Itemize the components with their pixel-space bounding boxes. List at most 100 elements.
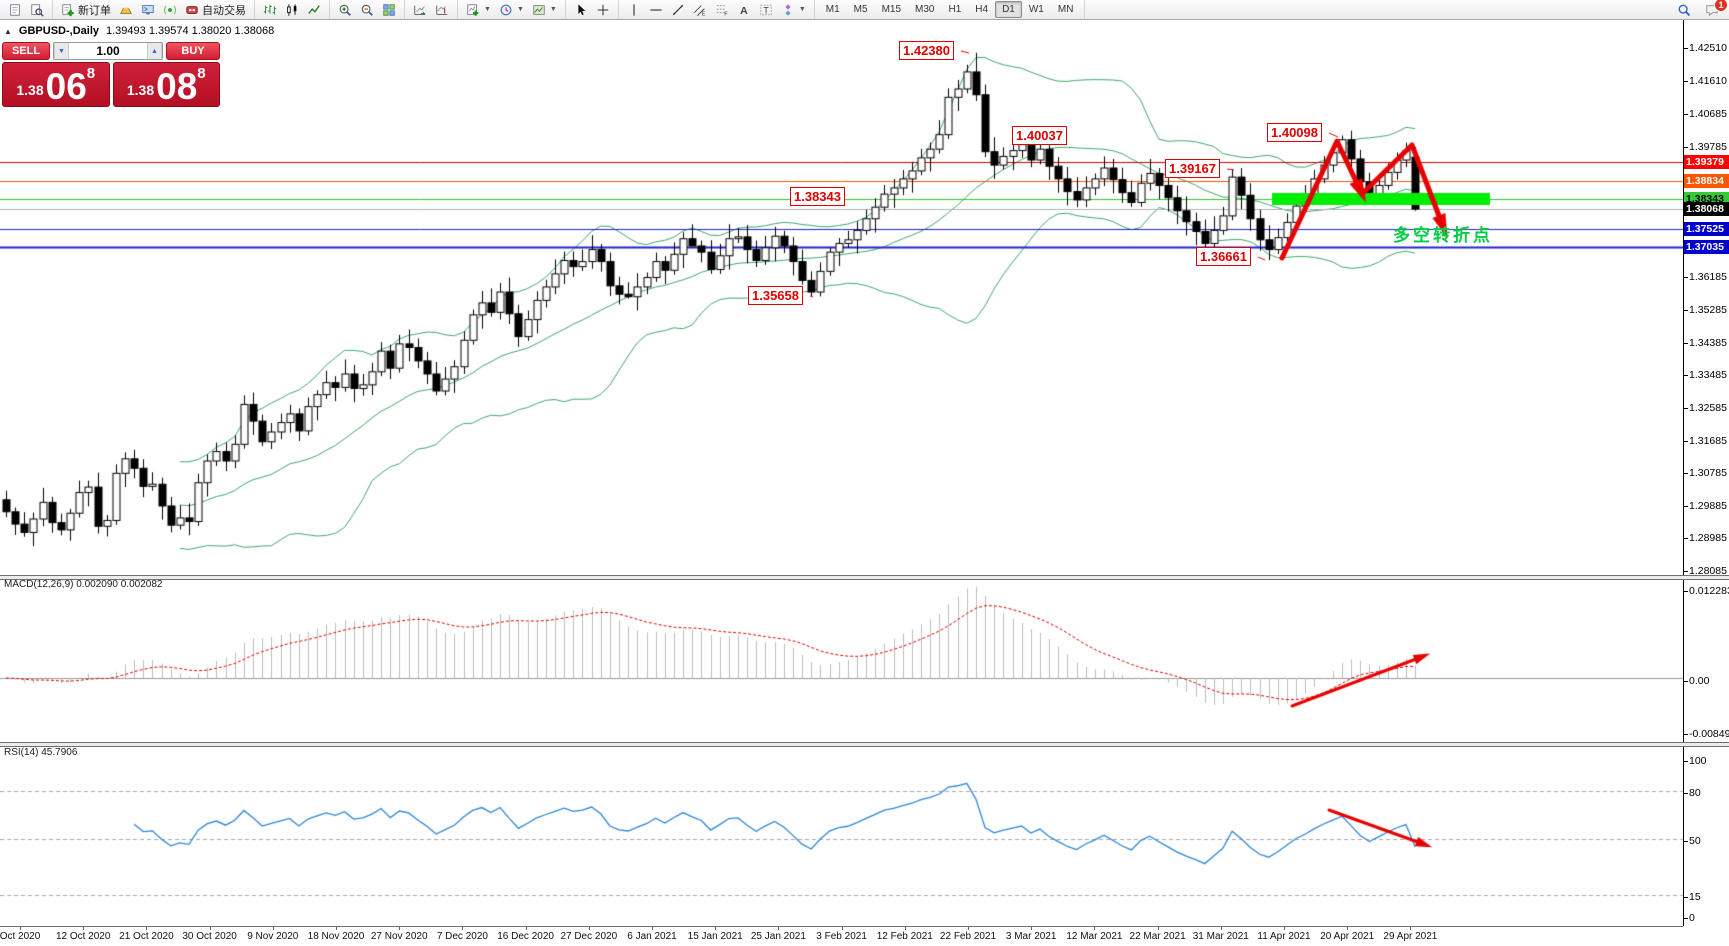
label-tool-button[interactable]: T [755,1,777,19]
timeframe-m1-button[interactable]: M1 [825,4,840,15]
price-level-tag: 1.37035 [1684,239,1729,254]
data-window-button[interactable] [26,1,48,19]
price-tick: 1.36185 [1684,271,1727,284]
text-tool-button[interactable]: A [733,1,755,19]
cursor-tool-button[interactable] [570,1,592,19]
crosshair-tool-button[interactable] [592,1,614,19]
timeframe-m5-button[interactable]: M5 [853,4,868,15]
notifications-button[interactable]: 1 [1701,0,1728,19]
broadcast-button[interactable] [159,1,181,19]
zoom-in-button[interactable] [334,1,356,19]
toolbar-group [330,0,405,19]
vertical-line-tool-button[interactable] [623,1,645,19]
svg-text:A: A [740,4,748,16]
deposit-gold-icon [119,3,133,17]
volume-up-button[interactable]: ▲ [147,43,162,59]
buy-price-prefix: 1.38 [126,82,155,98]
timeframe-h4-button[interactable]: H4 [975,4,989,15]
svg-text:F: F [724,11,728,16]
line-chart-mode-button[interactable] [303,1,325,19]
volume-value[interactable]: 1.00 [96,44,120,58]
channel-tool-icon: E [693,3,707,17]
svg-text:E: E [702,11,706,17]
zoom-out-button[interactable] [356,1,378,19]
templates-dropdown-icon[interactable]: ▼ [549,6,557,13]
ohlc-values: 1.39493 1.39574 1.38020 1.38068 [106,25,275,37]
auto-trading-icon [185,3,199,17]
rsi-tick: 80 [1684,787,1701,799]
buy-price-button[interactable]: 1.38 08 8 [112,62,220,107]
price-annotation[interactable]: 1.40098 [1267,123,1322,142]
rsi-tick: 50 [1684,835,1701,847]
volume-down-button[interactable]: ▼ [54,43,69,59]
chart-window-icon [8,3,22,17]
timeframe-m15-button[interactable]: M15 [881,4,902,15]
candlestick-mode-button[interactable] [281,1,303,19]
macd-tick: 0.012283 [1684,585,1729,597]
rsi-tick: 100 [1684,755,1707,767]
chart-shift-button[interactable] [431,1,453,19]
price-axis-line [1683,20,1684,926]
price-annotation[interactable]: 1.35658 [748,286,803,305]
horizontal-line-tool-icon [649,3,663,17]
buy-price-sup: 8 [197,65,206,82]
auto-trading-label: 自动交易 [202,4,246,17]
broadcast-icon [163,3,177,17]
indicators-icon [466,3,480,17]
timeframe-mn-button[interactable]: MN [1057,4,1074,15]
auto-trading-button[interactable]: 自动交易 [181,0,250,20]
sell-button[interactable]: SELL [2,42,50,60]
periods-button[interactable]: ▼ [495,1,528,19]
deposit-gold-button[interactable] [115,1,137,19]
sell-price-button[interactable]: 1.38 06 8 [2,62,110,107]
collapse-chart-icon[interactable]: ▲ [4,26,12,36]
timeframe-m30-button[interactable]: M30 [915,4,935,15]
templates-button[interactable]: ▼ [528,1,561,19]
periods-icon [499,3,513,17]
tile-windows-button[interactable] [378,1,400,19]
price-tick: 1.40685 [1684,108,1727,121]
channel-tool-button[interactable]: E [689,1,711,19]
chart-window-button[interactable] [4,1,26,19]
terminal-button[interactable] [137,1,159,19]
bar-chart-mode-icon [263,3,277,17]
price-annotation[interactable]: 1.40037 [1012,126,1067,145]
price-tick: 1.33485 [1684,369,1727,382]
fibonacci-tool-button[interactable]: F [711,1,733,19]
price-annotation[interactable]: 1.36661 [1196,247,1251,266]
crosshair-tool-icon [596,3,610,17]
tile-windows-icon [382,3,396,17]
new-order-label: 新订单 [78,4,111,17]
indicators-dropdown-icon[interactable]: ▼ [484,6,491,13]
price-tick: 1.35285 [1684,303,1727,316]
auto-scroll-icon [413,3,427,17]
zoom-in-icon [338,3,352,17]
bar-chart-mode-button[interactable] [259,1,281,19]
turning-point-note[interactable]: 多空转折点 [1393,226,1493,245]
price-chart-canvas[interactable] [0,20,1683,946]
price-annotation[interactable]: 1.38343 [790,187,845,206]
search-button[interactable] [1673,1,1695,19]
arrows-tool-button[interactable]: ▼ [777,1,810,19]
price-tick: 1.34385 [1684,336,1727,349]
cursor-tool-icon [574,3,588,17]
vertical-line-tool-icon [627,3,641,17]
periods-dropdown-icon[interactable]: ▼ [516,6,524,13]
timeframe-h1-button[interactable]: H1 [948,4,962,15]
buy-button[interactable]: BUY [166,42,220,60]
price-annotation[interactable]: 1.42380 [899,41,954,60]
new-order-button[interactable]: 新订单 [57,0,115,20]
auto-scroll-button[interactable] [409,1,431,19]
timeframe-d1-button[interactable]: D1 [995,1,1022,18]
panel-separator[interactable] [0,575,1729,580]
horizontal-line-tool-button[interactable] [645,1,667,19]
indicators-button[interactable]: ▼ [462,1,495,19]
price-annotation[interactable]: 1.39167 [1165,159,1220,178]
data-window-icon [30,3,44,17]
price-level-tag: 1.38068 [1684,202,1729,217]
price-tick: 1.31685 [1684,434,1727,447]
panel-separator[interactable] [0,742,1729,747]
arrows-tool-dropdown-icon[interactable]: ▼ [798,6,806,13]
trendline-tool-button[interactable] [667,1,689,19]
timeframe-w1-button[interactable]: W1 [1028,4,1044,15]
